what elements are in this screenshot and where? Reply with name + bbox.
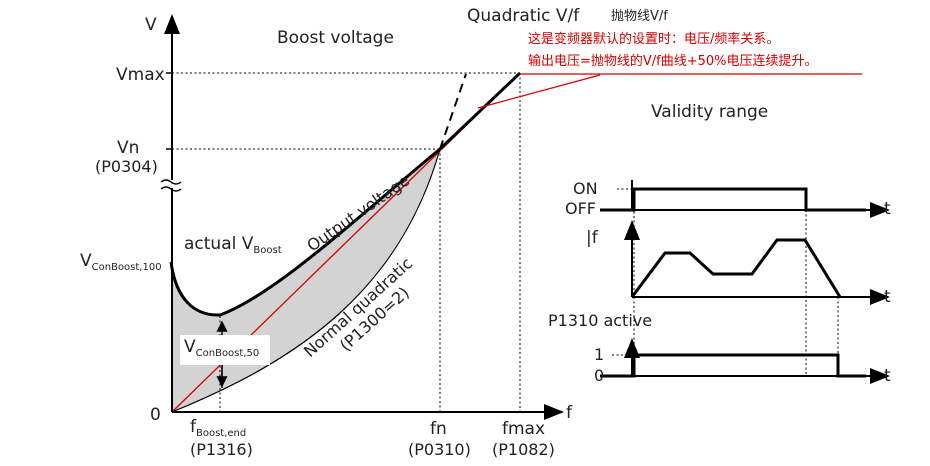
vcon50-label-box bbox=[180, 335, 270, 365]
onoff-signal bbox=[600, 187, 866, 212]
quadratic-extension-dashed bbox=[439, 73, 467, 150]
fboost-param-label: (P1316) bbox=[190, 440, 253, 459]
boost-voltage-title: Boost voltage bbox=[277, 28, 394, 48]
annotation-line-3: 输出电压=抛物线的V/f曲线+50%电压连续提升。 bbox=[528, 53, 818, 69]
freq-f-label: |f bbox=[586, 228, 599, 248]
vcon50-label: VConBoost,50 bbox=[184, 337, 259, 359]
p1310-one-label: 1 bbox=[594, 345, 604, 364]
vmax-label: Vmax bbox=[116, 65, 165, 85]
p1310-t-label: t bbox=[884, 366, 891, 386]
on-label: ON bbox=[573, 179, 598, 198]
off-label: OFF bbox=[565, 199, 596, 218]
axis-break-gap bbox=[162, 180, 182, 188]
quadratic-vf-title: Quadratic V/f bbox=[467, 6, 580, 26]
p1310-active-label: P1310 active bbox=[548, 311, 652, 330]
v-axis-label: V bbox=[145, 15, 157, 35]
output-voltage-curve bbox=[169, 71, 522, 317]
onoff-t-label: t bbox=[884, 199, 891, 219]
fn-param-label: (P0310) bbox=[408, 440, 471, 459]
fboost-label: fBoost,end bbox=[190, 417, 246, 439]
fmax-label: fmax bbox=[502, 419, 545, 439]
vn-param-label: (P0304) bbox=[95, 157, 158, 176]
p1310-signal bbox=[600, 353, 866, 378]
fmax-param-label: (P1082) bbox=[492, 440, 555, 459]
freq-t-label: t bbox=[884, 287, 891, 307]
validity-range-title: Validity range bbox=[651, 102, 768, 122]
actual-vboost-label: actual VBoost bbox=[184, 234, 282, 256]
vcon100-label: VConBoost,100 bbox=[80, 251, 162, 273]
annotation-line-1: 抛物线V/f bbox=[611, 9, 668, 24]
callout-pointer bbox=[477, 74, 601, 109]
normal-quadratic-curve bbox=[171, 148, 441, 413]
origin-zero-label: 0 bbox=[150, 405, 161, 425]
annotation-line-2: 这是变频器默认的设置时：电压/频率关系。 bbox=[528, 31, 779, 47]
p1310-zero-label: 0 bbox=[594, 366, 604, 385]
vn-label: Vn bbox=[117, 138, 139, 158]
axis-break-icon bbox=[160, 179, 182, 192]
fn-label: fn bbox=[430, 419, 447, 439]
f-axis-label: f bbox=[566, 403, 573, 423]
freq-profile bbox=[630, 238, 842, 298]
